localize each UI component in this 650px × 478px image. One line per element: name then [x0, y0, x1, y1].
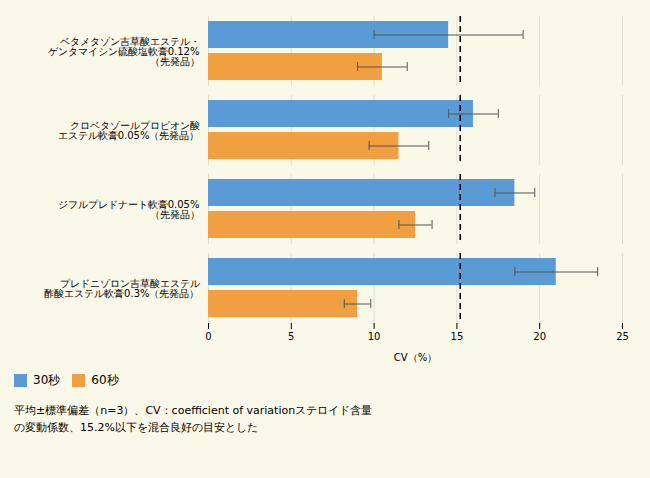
html-text:の変動係数、15.2%以下を混合良好の目安とした: の変動係数、15.2%以下を混合良好の目安とした [14, 421, 258, 434]
svg-text:ジフルプレドナート軟膏0.05%（先発品）: ジフルプレドナート軟膏0.05%（先発品） [58, 199, 200, 220]
svg-text:プレドニゾロン吉草酸エステル酢酸エステル軟膏0.3%（先発品: プレドニゾロン吉草酸エステル酢酸エステル軟膏0.3%（先発品） [44, 278, 199, 299]
svg-text:20: 20 [533, 331, 546, 342]
svg-text:15: 15 [451, 331, 464, 342]
svg-text:CV（%）: CV（%） [394, 352, 437, 363]
svg-text:10: 10 [368, 331, 381, 342]
html-text:60秒: 60秒 [91, 373, 119, 387]
svg-text:5: 5 [288, 331, 294, 342]
svg-text:25: 25 [616, 331, 629, 342]
svg-text:クロベタゾールプロピオン酸エステル軟膏0.05%（先発品）: クロベタゾールプロピオン酸エステル軟膏0.05%（先発品） [58, 120, 200, 141]
svg-text:0: 0 [205, 331, 211, 342]
html-text:平均±標準偏差（n=3）、CV：coefficient of: 平均±標準偏差（n=3）、CV：coefficient of variation… [14, 404, 373, 417]
svg-text:ベタメタゾン吉草酸エステル・ゲンタマイシン硫酸塩軟膏0.12: ベタメタゾン吉草酸エステル・ゲンタマイシン硫酸塩軟膏0.12%（先発品） [48, 36, 200, 67]
html-text:30秒: 30秒 [33, 373, 61, 387]
